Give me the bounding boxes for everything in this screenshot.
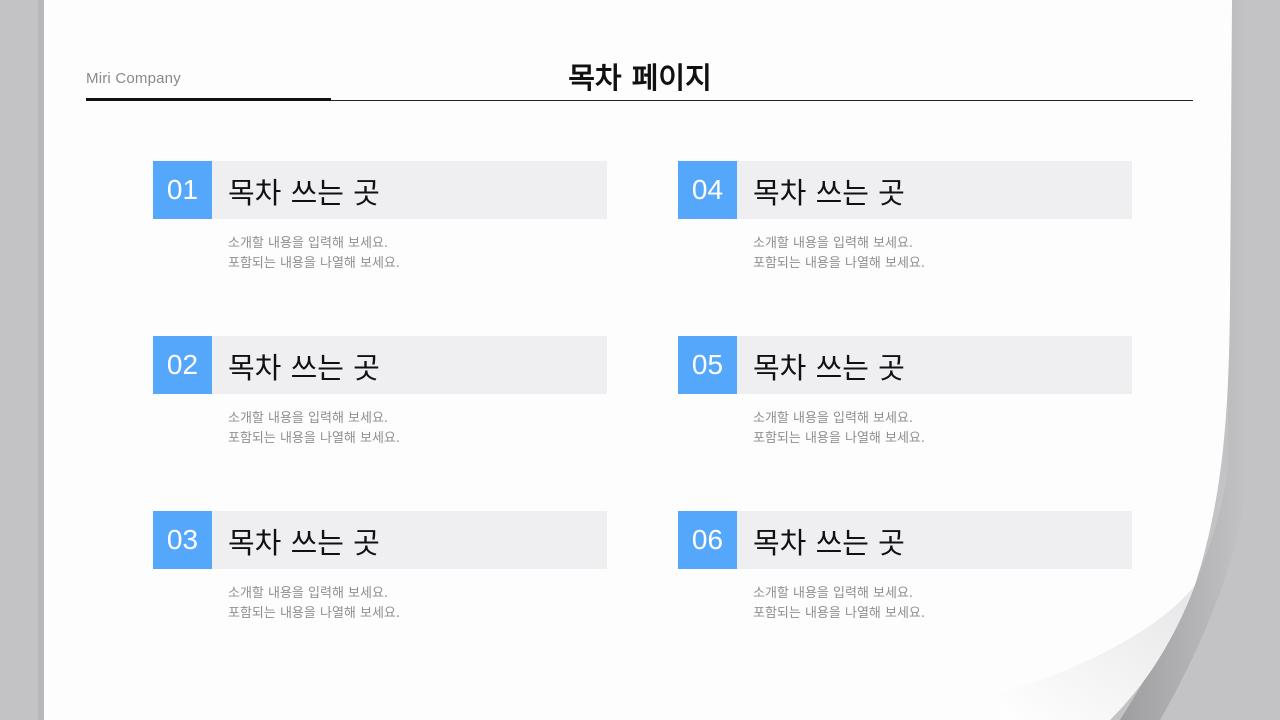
toc-description: 소개할 내용을 입력해 보세요. 포함되는 내용을 나열해 보세요.: [753, 234, 925, 274]
toc-number: 03: [153, 511, 212, 569]
toc-title-bar: [212, 511, 607, 569]
toc-description: 소개할 내용을 입력해 보세요. 포함되는 내용을 나열해 보세요.: [228, 584, 400, 624]
toc-description-line: 포함되는 내용을 나열해 보세요.: [228, 431, 401, 446]
toc-title: 목차 쓰는 곳: [753, 351, 905, 385]
toc-title: 목차 쓰는 곳: [228, 351, 380, 385]
toc-description-line: 포함되는 내용을 나열해 보세요.: [228, 606, 401, 621]
toc-description-line: 소개할 내용을 입력해 보세요.: [228, 236, 389, 251]
toc-title-bar: [737, 336, 1132, 394]
toc-description: 소개할 내용을 입력해 보세요. 포함되는 내용을 나열해 보세요.: [753, 409, 925, 449]
header-divider-accent: [86, 98, 331, 101]
toc-description: 소개할 내용을 입력해 보세요. 포함되는 내용을 나열해 보세요.: [228, 409, 400, 449]
toc-title: 목차 쓰는 곳: [228, 176, 380, 210]
toc-description-line: 포함되는 내용을 나열해 보세요.: [753, 431, 926, 446]
toc-description-line: 소개할 내용을 입력해 보세요.: [228, 411, 389, 426]
toc-title: 목차 쓰는 곳: [228, 526, 380, 560]
toc-title-bar: [737, 511, 1132, 569]
toc-number: 06: [678, 511, 737, 569]
header-divider: [86, 100, 1193, 101]
toc-number: 04: [678, 161, 737, 219]
toc-number: 02: [153, 336, 212, 394]
toc-title: 목차 쓰는 곳: [753, 526, 905, 560]
toc-item: 04 목차 쓰는 곳 소개할 내용을 입력해 보세요. 포함되는 내용을 나열해 …: [678, 161, 1132, 281]
toc-description: 소개할 내용을 입력해 보세요. 포함되는 내용을 나열해 보세요.: [753, 584, 925, 624]
toc-title: 목차 쓰는 곳: [753, 176, 905, 210]
toc-number: 05: [678, 336, 737, 394]
toc-description-line: 소개할 내용을 입력해 보세요.: [753, 586, 914, 601]
toc-item: 02 목차 쓰는 곳 소개할 내용을 입력해 보세요. 포함되는 내용을 나열해 …: [153, 336, 607, 456]
toc-title-bar: [212, 161, 607, 219]
toc-title-bar: [212, 336, 607, 394]
toc-title-bar: [737, 161, 1132, 219]
toc-description-line: 소개할 내용을 입력해 보세요.: [753, 236, 914, 251]
toc-description-line: 포함되는 내용을 나열해 보세요.: [228, 256, 401, 271]
toc-number: 01: [153, 161, 212, 219]
toc-description-line: 포함되는 내용을 나열해 보세요.: [753, 606, 926, 621]
company-name: Miri Company: [86, 70, 181, 87]
toc-description-line: 소개할 내용을 입력해 보세요.: [753, 411, 914, 426]
toc-description-line: 소개할 내용을 입력해 보세요.: [228, 586, 389, 601]
toc-item: 05 목차 쓰는 곳 소개할 내용을 입력해 보세요. 포함되는 내용을 나열해 …: [678, 336, 1132, 456]
page-title: 목차 페이지: [568, 61, 712, 95]
toc-item: 06 목차 쓰는 곳 소개할 내용을 입력해 보세요. 포함되는 내용을 나열해 …: [678, 511, 1132, 631]
toc-description: 소개할 내용을 입력해 보세요. 포함되는 내용을 나열해 보세요.: [228, 234, 400, 274]
toc-item: 03 목차 쓰는 곳 소개할 내용을 입력해 보세요. 포함되는 내용을 나열해 …: [153, 511, 607, 631]
toc-item: 01 목차 쓰는 곳 소개할 내용을 입력해 보세요. 포함되는 내용을 나열해 …: [153, 161, 607, 281]
toc-description-line: 포함되는 내용을 나열해 보세요.: [753, 256, 926, 271]
